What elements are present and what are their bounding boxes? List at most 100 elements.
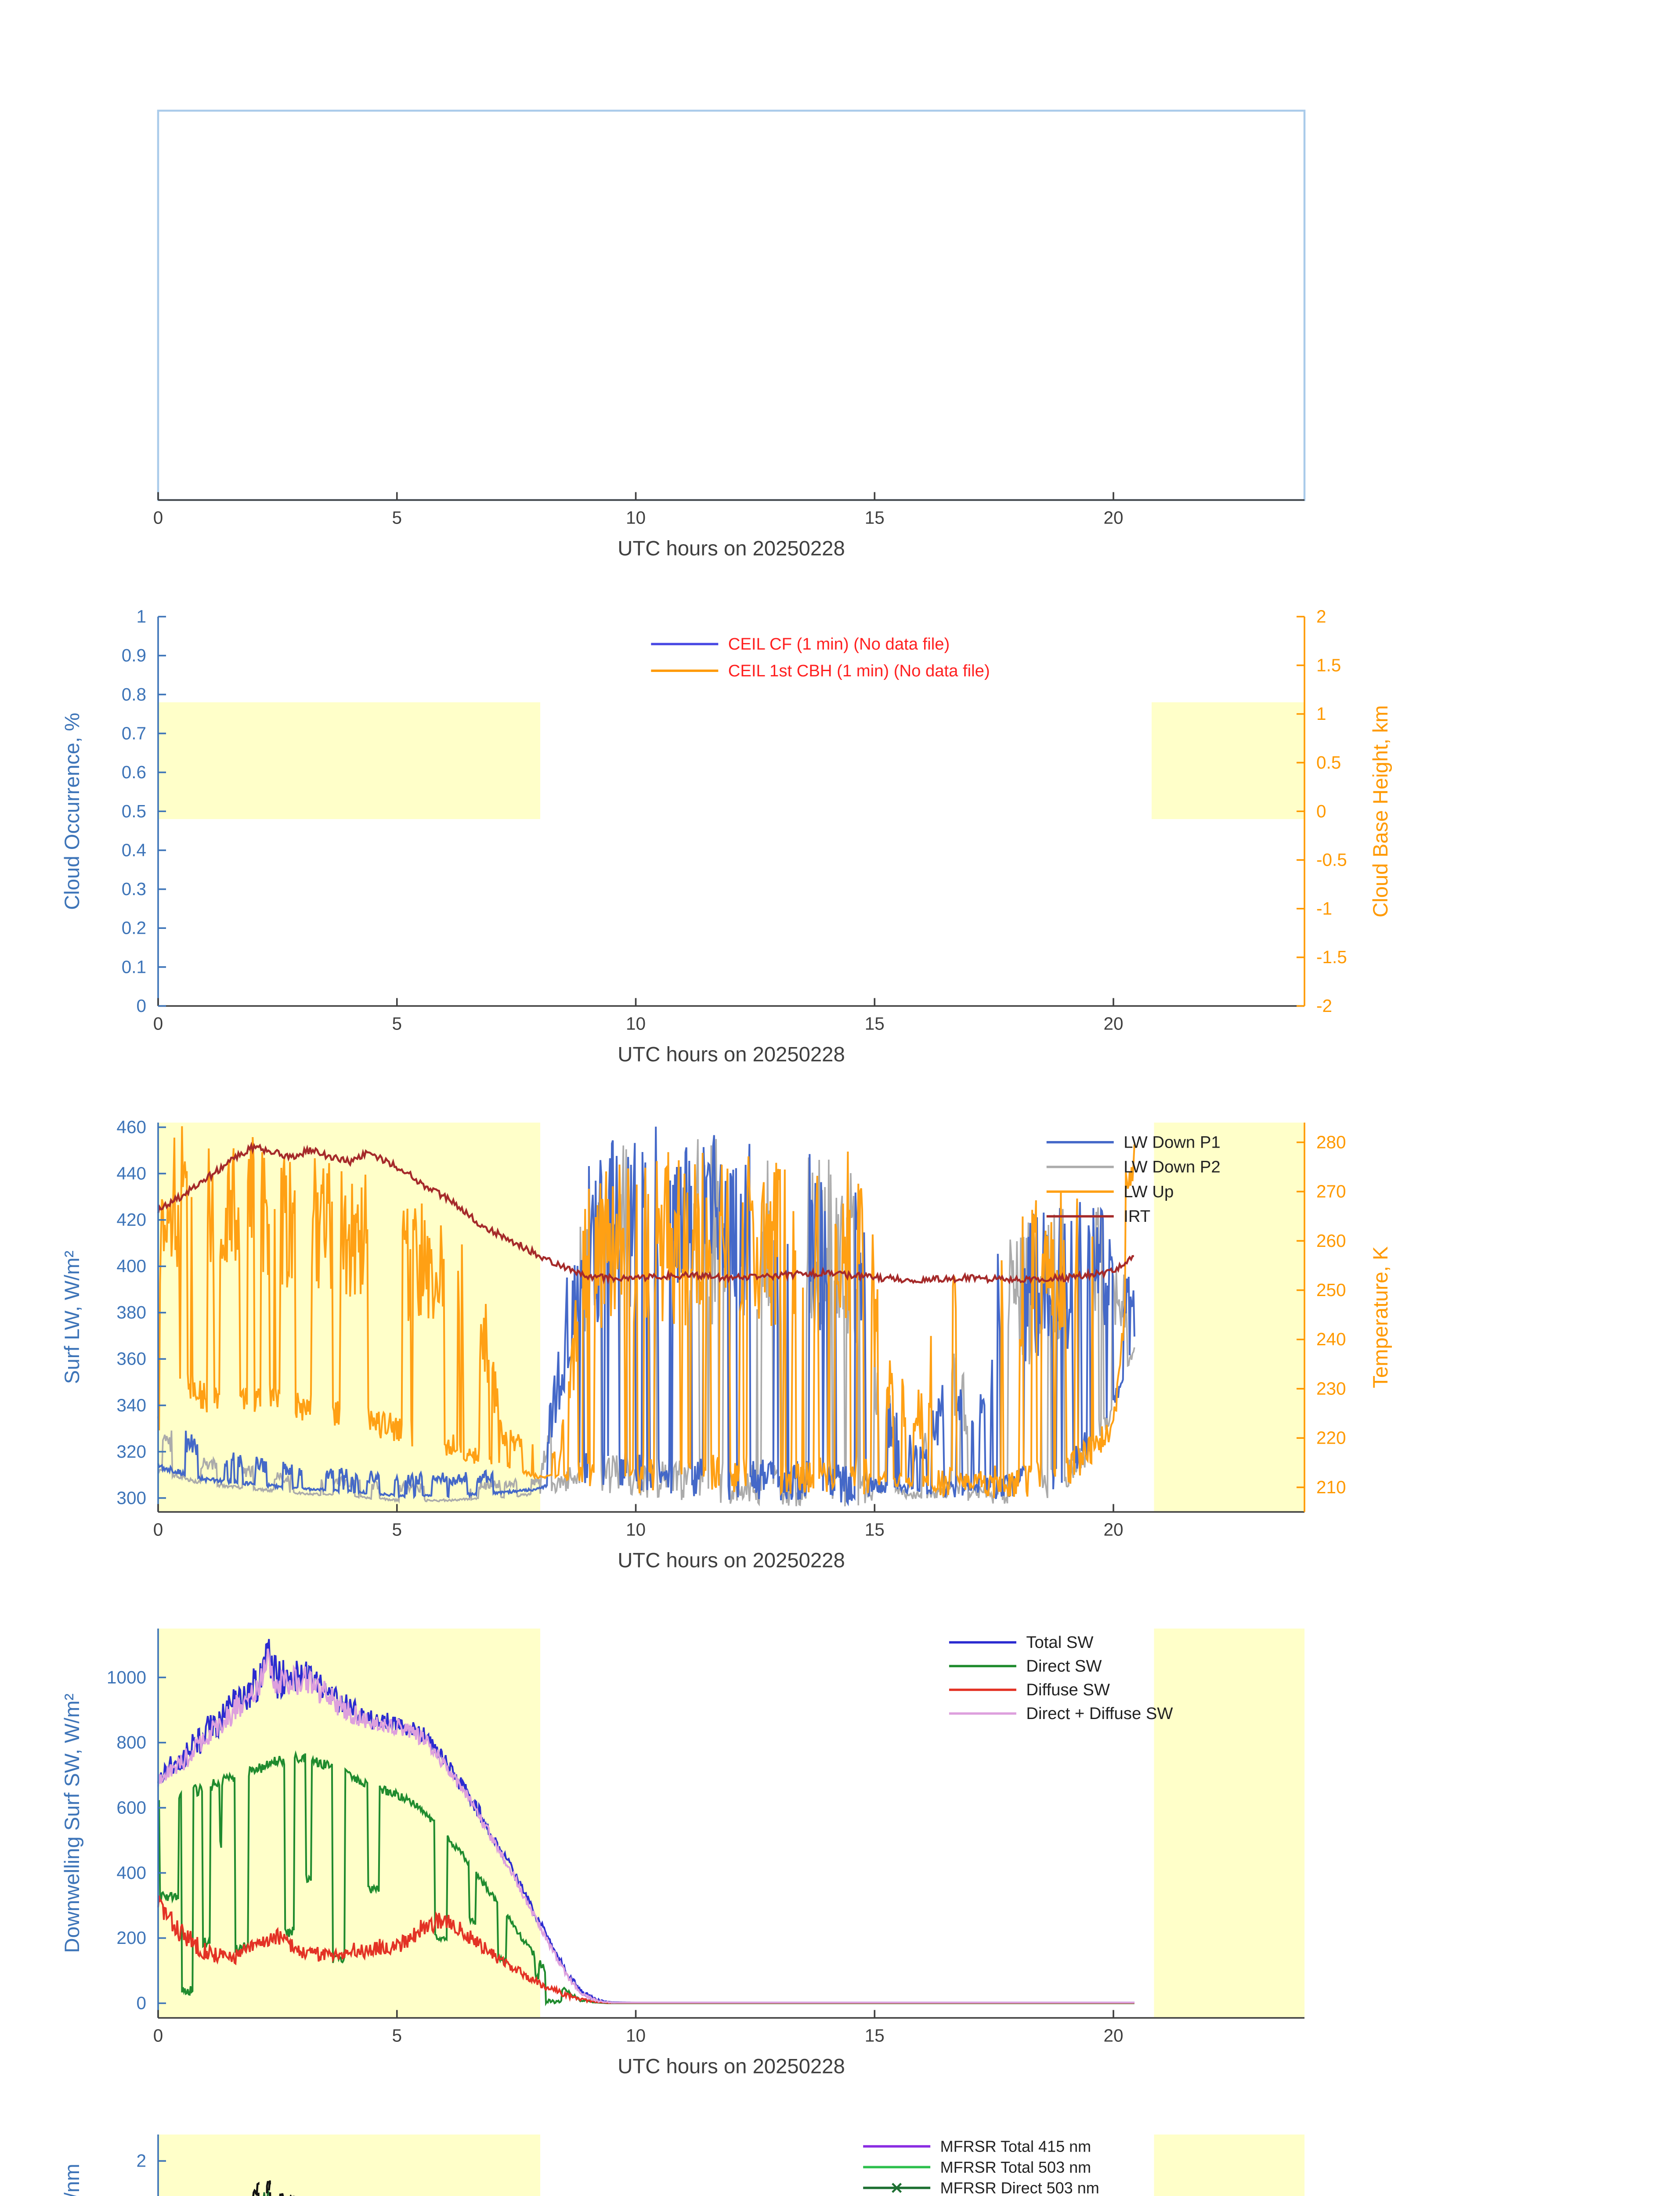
y-tick-label-right: 210 bbox=[1316, 1477, 1346, 1497]
legend-entry-direct-diffuse-sw: Direct + Diffuse SW bbox=[949, 1704, 1173, 1723]
x-tick-label: 5 bbox=[392, 508, 402, 528]
y-tick-label-left: 600 bbox=[116, 1798, 146, 1818]
y-tick-label-left: 1 bbox=[136, 607, 146, 627]
y-tick-label-left: 440 bbox=[116, 1163, 146, 1184]
y-tick-label-left: 0.4 bbox=[122, 840, 146, 860]
legend-label: Direct SW bbox=[1026, 1657, 1102, 1676]
series-lw-up bbox=[157, 1126, 1135, 1498]
y-tick-label-right: -2 bbox=[1316, 996, 1332, 1016]
x-axis-title: UTC hours on 20250228 bbox=[618, 1043, 845, 1066]
x-tick-label: 15 bbox=[865, 1520, 885, 1540]
series-lw-down-p2 bbox=[157, 1139, 1135, 1506]
legend-entry-mfrsr-direct-503-nm: MFRSR Direct 503 nm bbox=[863, 2179, 1099, 2196]
legend-label: LW Down P1 bbox=[1124, 1133, 1220, 1152]
y-axis-title-left: Cloud Occurrence, % bbox=[61, 713, 84, 910]
y-tick-label-left: 0.6 bbox=[122, 762, 146, 782]
legend-entry-diffuse-sw: Diffuse SW bbox=[949, 1680, 1110, 1699]
legend-marker bbox=[892, 2183, 902, 2193]
legend-label: MFRSR Total 503 nm bbox=[940, 2158, 1091, 2176]
legend-label: LW Down P2 bbox=[1124, 1158, 1220, 1177]
y-tick-label-left: 0 bbox=[136, 1993, 146, 2013]
y-tick-label-left: 0.3 bbox=[122, 879, 146, 899]
plot-area bbox=[157, 1126, 1135, 1506]
x-tick-label: 20 bbox=[1103, 508, 1123, 528]
y-tick-label-right: 260 bbox=[1316, 1231, 1346, 1251]
shaded-band bbox=[1152, 702, 1304, 819]
plot-area bbox=[157, 1639, 1134, 2006]
y-tick-label-left: 380 bbox=[116, 1302, 146, 1322]
panel-cloud-occurrence: 0 5 10 15 20 0 0.1 0.2 0.3 0.4 0.5 0.6 0.7 0.8 0.9 1 -2-… bbox=[0, 593, 1680, 1099]
x-axis-title: UTC hours on 20250228 bbox=[618, 1549, 845, 1572]
x-tick-label: 10 bbox=[626, 2026, 646, 2046]
x-tick-label: 15 bbox=[865, 1014, 885, 1034]
y-tick-label-right: 2 bbox=[1316, 607, 1326, 627]
series-direct-diffuse-sw bbox=[157, 1648, 1134, 2004]
y-tick-label-right: 270 bbox=[1316, 1181, 1346, 1202]
series-irt bbox=[157, 1141, 1134, 1285]
legend-label: LW Up bbox=[1124, 1182, 1174, 1201]
legend-label: MFRSR Total 415 nm bbox=[940, 2138, 1091, 2156]
x-axis-title: UTC hours on 20250228 bbox=[618, 537, 845, 560]
y-axis-title-left: Downwelling Narrowband, W/m²/nm bbox=[61, 2163, 84, 2196]
y-tick-label-left: 0.5 bbox=[122, 801, 146, 821]
shaded-band bbox=[158, 1123, 540, 1512]
y-tick-label-right: 1.5 bbox=[1316, 655, 1341, 675]
legend-entry-lw-up: LW Up bbox=[1046, 1182, 1174, 1201]
legend-entry-ceil-1st-cbh-1-min-no-data-file: CEIL 1st CBH (1 min) (No data file) bbox=[651, 661, 990, 680]
legend-label: CEIL 1st CBH (1 min) (No data file) bbox=[728, 661, 990, 680]
x-tick-label: 5 bbox=[392, 1520, 402, 1540]
y-tick-label-left: 2 bbox=[136, 2151, 146, 2171]
x-axis-title: UTC hours on 20250228 bbox=[618, 2055, 845, 2078]
y-tick-label-left: 300 bbox=[116, 1488, 146, 1508]
legend-label: IRT bbox=[1124, 1207, 1150, 1226]
x-tick-label: 10 bbox=[626, 1520, 646, 1540]
y-tick-label-right: -0.5 bbox=[1316, 850, 1347, 870]
y-axis-title-right: Temperature, K bbox=[1369, 1246, 1392, 1388]
plot-box bbox=[157, 109, 1306, 501]
legend-label: MFRSR Direct 503 nm bbox=[940, 2179, 1099, 2196]
y-axis-title-left: Surf LW, W/m² bbox=[61, 1250, 84, 1384]
shaded-band bbox=[1154, 2135, 1305, 2196]
x-tick-label: 0 bbox=[153, 1520, 163, 1540]
empty-plot-chart: 0 5 10 15 20 UTC hours on 20250228 bbox=[153, 109, 1306, 560]
y-tick-label-left: 360 bbox=[116, 1349, 146, 1369]
y-tick-label-left: 0.2 bbox=[122, 918, 146, 938]
y-tick-label-left: 460 bbox=[116, 1117, 146, 1137]
y-axis-title-left: Downwelling Surf SW, W/m² bbox=[61, 1694, 84, 1953]
shaded-band bbox=[158, 702, 540, 819]
y-tick-label-right: 280 bbox=[1316, 1132, 1346, 1152]
legend-entry-ceil-cf-1-min-no-data-file: CEIL CF (1 min) (No data file) bbox=[651, 635, 950, 654]
y-tick-label-left: 0.1 bbox=[122, 957, 146, 977]
legend-label: Direct + Diffuse SW bbox=[1026, 1704, 1173, 1723]
legend-entry-mfrsr-total-415-nm: MFRSR Total 415 nm bbox=[863, 2138, 1091, 2156]
y-tick-label-left: 340 bbox=[116, 1395, 146, 1415]
legend-label: Total SW bbox=[1026, 1633, 1093, 1652]
y-tick-label-left: 0 bbox=[136, 996, 146, 1016]
x-tick-label: 0 bbox=[153, 508, 163, 528]
panel-downwelling-shortwave: 0 5 10 15 20 0 200 400 600 800 1000 UTC hours on 20… bbox=[0, 1605, 1680, 2111]
y-tick-label-left: 400 bbox=[116, 1256, 146, 1276]
y-tick-label-left: 400 bbox=[116, 1863, 146, 1883]
y-tick-label-right: 230 bbox=[1316, 1378, 1346, 1398]
y-tick-label-left: 320 bbox=[116, 1441, 146, 1462]
x-tick-label: 0 bbox=[153, 2026, 163, 2046]
y-tick-label-left: 800 bbox=[116, 1732, 146, 1752]
y-tick-label-right: 250 bbox=[1316, 1280, 1346, 1300]
y-tick-label-right: 220 bbox=[1316, 1428, 1346, 1448]
y-tick-label-left: 1000 bbox=[107, 1667, 146, 1687]
cloud-occurrence-chart: 0 5 10 15 2000.10.20.30.40.50.60.70.80.91-2-… bbox=[61, 607, 1392, 1066]
legend-entry-lw-down-p2: LW Down P2 bbox=[1046, 1158, 1221, 1177]
x-tick-label: 20 bbox=[1103, 2026, 1123, 2046]
y-tick-label-right: -1 bbox=[1316, 898, 1332, 918]
x-tick-label: 10 bbox=[626, 508, 646, 528]
panel-surface-longwave: 0 5 10 15 20 300 320 340 360 380 400 420 440 460 210 22… bbox=[0, 1099, 1680, 1605]
y-axis-title-right: Cloud Base Height, km bbox=[1369, 705, 1392, 917]
x-tick-label: 15 bbox=[865, 2026, 885, 2046]
y-tick-label-right: 0.5 bbox=[1316, 752, 1341, 773]
y-tick-label-right: 1 bbox=[1316, 704, 1326, 724]
y-tick-label-right: -1.5 bbox=[1316, 947, 1347, 967]
y-tick-label-left: 0.9 bbox=[122, 645, 146, 665]
